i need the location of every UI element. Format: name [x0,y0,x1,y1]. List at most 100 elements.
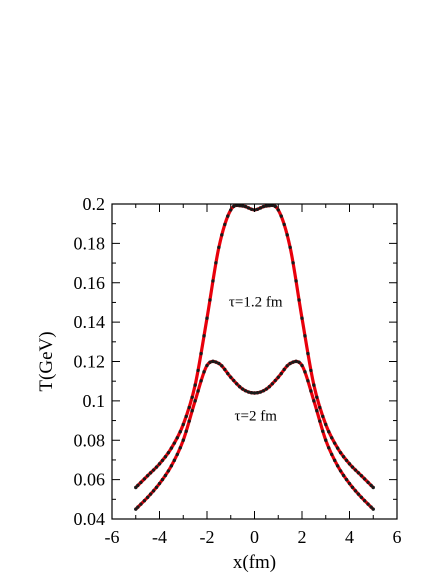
series-1-marker [359,495,364,500]
series-1-marker [193,399,197,403]
series-0-marker [279,214,283,218]
series-0-marker [371,485,375,490]
series-0-marker [327,430,331,434]
series-0-marker [237,203,242,208]
series-0-marker [229,208,233,212]
series-1-marker [172,458,177,463]
series-1-marker [356,492,361,496]
series-1-marker [223,367,227,372]
series-0-marker [344,458,349,463]
series-0-marker [169,446,174,450]
series-1-marker [332,458,337,463]
x-tick-label: 4 [345,527,354,547]
series-0-marker [172,441,177,445]
series-1-marker [270,382,275,386]
series-0-marker [300,316,304,320]
series-1-marker [220,364,224,368]
series-1-marker [148,492,153,496]
series-0-marker [196,368,200,373]
series-1-marker [208,360,212,364]
x-axis-label: x(fm) [233,552,276,573]
series-1-marker [327,446,331,450]
y-tick-label: 0.1 [83,391,106,411]
series-1-marker [181,438,185,442]
series-0-marker [297,298,301,302]
x-tick-label: 2 [298,527,307,547]
series-0-marker [243,204,248,209]
series-0-marker [214,261,218,265]
series-1-marker [300,363,304,368]
series-1-marker [315,409,319,413]
series-1-marker [321,429,325,433]
series-1-marker [279,371,283,376]
series-0-marker [288,245,292,250]
series-0-marker [267,203,272,208]
series-1-marker [232,378,236,383]
series-0-marker [217,245,221,250]
axis-ticks [111,203,398,520]
series-1-marker [338,469,343,473]
series-1-marker [196,389,200,393]
series-1-marker [255,391,260,395]
series-1-marker [309,389,313,393]
series-1-marker [341,473,346,478]
y-tick-label: 0.2 [83,194,106,214]
series-0-markers [134,203,375,490]
series-1-marker [347,481,352,486]
series-1-marker [294,359,298,364]
x-tick-label: -4 [152,527,167,547]
plot-area [134,203,375,511]
series-0-marker [315,395,319,399]
series-1-marker [276,375,280,379]
series-0-marker [321,414,325,419]
series-1-marker [329,452,334,457]
series-1-marker [252,391,257,395]
series-1-marker [264,387,269,391]
series-0-marker [318,405,322,410]
axis-tick-labels: -6 -4 -2 0 2 4 6 0.04 0.06 0.08 0.1 0.12 0.14 0.16 0.1… [74,194,402,547]
y-tick-label: 0.16 [74,273,106,293]
series-1-marker [190,409,194,413]
series-0-marker [341,455,346,459]
series-1-marker [217,361,221,366]
series-0-marker [160,458,165,463]
series-1-marker [282,367,286,372]
series-1-marker [243,389,248,393]
series-0-marker [240,204,245,208]
series-0-marker [309,368,313,373]
series-0-marker [324,422,328,427]
series-1-marker [175,452,180,457]
series-0-marker [294,279,298,283]
series-1-marker [237,385,242,389]
series-1-marker [258,390,263,394]
series-0-marker [157,462,162,466]
series-0-marker [232,204,236,209]
series-0-marker [303,334,307,338]
series-0-marker [190,395,194,399]
series-1-marker [226,371,230,376]
annotation-tau-2: τ=2 fm [234,409,277,425]
series-1-marker [261,389,266,393]
series-1-marker [291,360,295,364]
series-1-marker [205,363,209,368]
series-1-marker [163,473,168,478]
series-1-marker [202,370,206,374]
series-0-marker [202,334,206,338]
series-0-marker [332,441,337,445]
series-1-marker [353,489,358,493]
y-axis-label: T(GeV) [36,331,57,391]
series-1-marker [136,505,140,509]
series-0-marker [184,414,188,419]
series-1-marker [362,499,367,503]
series-0-marker [148,471,153,475]
series-1-marker [249,391,254,395]
series-1-marker [139,502,143,506]
series-0-marker [329,436,334,440]
series-0-marker [353,468,358,472]
series-1-marker [350,485,355,490]
y-tick-label: 0.08 [74,430,106,450]
y-tick-label: 0.14 [74,312,106,332]
series-0-marker [264,204,269,208]
series-0-marker [335,446,340,450]
series-0-marker [255,207,260,211]
